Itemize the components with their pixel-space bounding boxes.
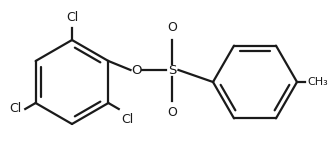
Text: O: O xyxy=(131,63,141,77)
Text: O: O xyxy=(167,21,177,34)
Text: S: S xyxy=(168,63,176,77)
Text: O: O xyxy=(167,106,177,119)
Text: Cl: Cl xyxy=(9,103,21,116)
Text: CH₃: CH₃ xyxy=(307,77,328,87)
Text: Cl: Cl xyxy=(66,11,78,24)
Text: Cl: Cl xyxy=(121,113,133,126)
